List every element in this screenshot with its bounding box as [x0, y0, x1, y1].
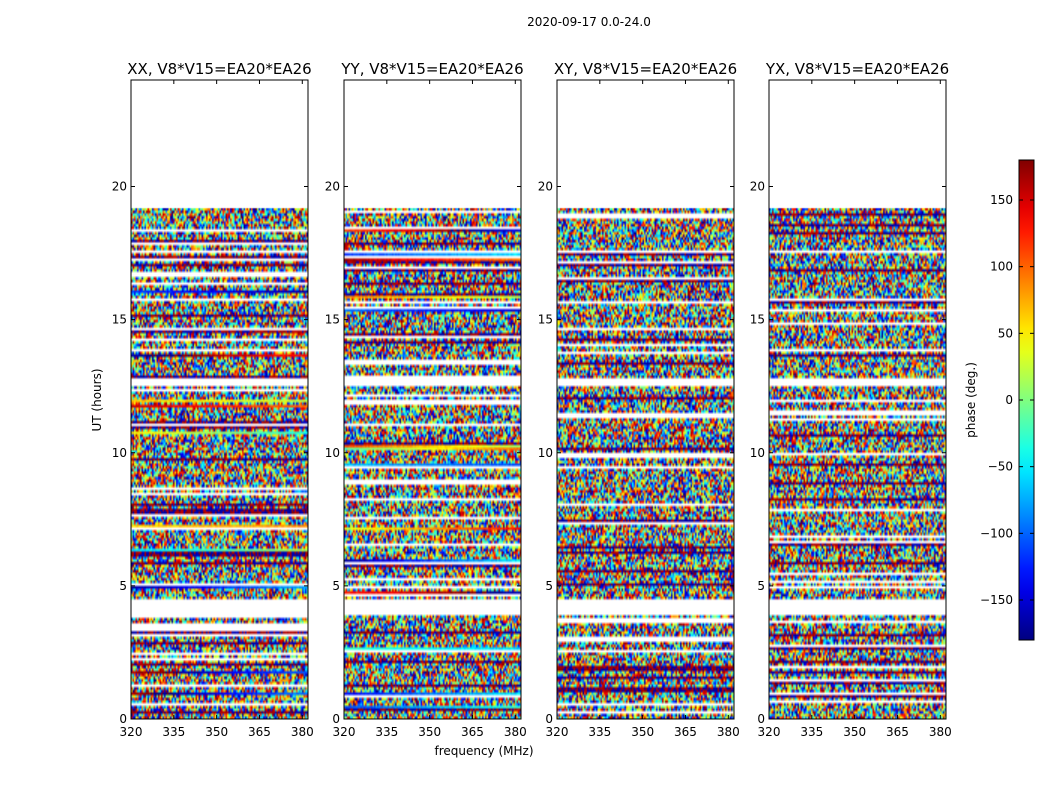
x-tick-label: 335: [162, 725, 185, 739]
x-tick-label: 320: [333, 725, 356, 739]
y-tick-label: 15: [112, 313, 127, 327]
y-tick-label: 10: [750, 446, 765, 460]
x-tick-label: 320: [546, 725, 569, 739]
y-tick-label: 0: [119, 712, 127, 726]
figure-suptitle: 2020-09-17 0.0-24.0: [527, 15, 651, 29]
y-tick-label: 0: [757, 712, 765, 726]
y-tick-label: 20: [112, 180, 127, 194]
panel-yx: YX, V8*V15=EA20*EA26 320 335 350 365 380 0 5 10 1…: [750, 60, 952, 739]
y-tick-label: 10: [112, 446, 127, 460]
x-tick-label: 350: [631, 725, 654, 739]
x-tick-label: 380: [291, 725, 314, 739]
panels-group: XX, V8*V15=EA20*EA26 320 335 350 365 380 0 5 10 1…: [112, 60, 952, 739]
panel-title: YY, V8*V15=EA20*EA26: [340, 60, 523, 78]
y-tick-label: 5: [757, 579, 765, 593]
colorbar-tick-label: −150: [980, 593, 1013, 607]
plot-frame: [768, 79, 947, 720]
x-tick-label: 380: [717, 725, 740, 739]
colorbar: 150 100 50 0 −50 −100 −150: [980, 159, 1035, 641]
no-data-region: [557, 80, 734, 208]
y-tick-label: 15: [750, 313, 765, 327]
no-data-region: [131, 80, 308, 208]
panel-xy: XY, V8*V15=EA20*EA26 320 335 350 365 380 0 5 10 1…: [538, 60, 740, 739]
panel-title: YX, V8*V15=EA20*EA26: [765, 60, 949, 78]
x-tick-label: 350: [418, 725, 441, 739]
panel-title: XY, V8*V15=EA20*EA26: [554, 60, 737, 78]
y-tick-label: 20: [538, 180, 553, 194]
colorbar-tick-label: −100: [980, 526, 1013, 540]
colorbar-tick-label: −50: [988, 460, 1013, 474]
colorbar-tick-label: 150: [990, 193, 1013, 207]
colorbar-tick-label: 0: [1005, 393, 1013, 407]
panel-xx: XX, V8*V15=EA20*EA26 320 335 350 365 380 0 5 10 1…: [112, 60, 314, 739]
colorbar-tick-label: 50: [998, 326, 1013, 340]
plot-frame: [130, 79, 309, 720]
y-tick-label: 0: [332, 712, 340, 726]
y-tick-label: 20: [325, 180, 340, 194]
x-tick-label: 320: [758, 725, 781, 739]
x-tick-label: 320: [120, 725, 143, 739]
x-tick-label: 365: [248, 725, 271, 739]
y-tick-label: 20: [750, 180, 765, 194]
y-axis-label: UT (hours): [90, 368, 104, 431]
x-axis-label: frequency (MHz): [434, 744, 533, 758]
no-data-region: [769, 80, 946, 208]
x-tick-label: 335: [588, 725, 611, 739]
plot-frame: [556, 79, 735, 720]
panel-yy: YY, V8*V15=EA20*EA26 320 335 350 365 380 0 5 10 1…: [325, 60, 527, 739]
y-tick-label: 5: [545, 579, 553, 593]
x-tick-label: 335: [800, 725, 823, 739]
x-tick-label: 365: [886, 725, 909, 739]
y-tick-label: 0: [545, 712, 553, 726]
y-tick-label: 15: [325, 313, 340, 327]
colorbar-tick-label: 100: [990, 260, 1013, 274]
x-tick-label: 365: [674, 725, 697, 739]
y-tick-label: 10: [325, 446, 340, 460]
panel-title: XX, V8*V15=EA20*EA26: [127, 60, 311, 78]
x-tick-label: 335: [375, 725, 398, 739]
x-tick-label: 350: [843, 725, 866, 739]
y-tick-label: 10: [538, 446, 553, 460]
x-tick-label: 380: [929, 725, 952, 739]
y-tick-label: 15: [538, 313, 553, 327]
colorbar-label: phase (deg.): [964, 362, 978, 438]
y-tick-label: 5: [119, 579, 127, 593]
x-tick-label: 350: [205, 725, 228, 739]
x-tick-label: 365: [461, 725, 484, 739]
plot-frame: [343, 79, 522, 720]
x-tick-label: 380: [504, 725, 527, 739]
y-tick-label: 5: [332, 579, 340, 593]
no-data-region: [344, 80, 521, 208]
